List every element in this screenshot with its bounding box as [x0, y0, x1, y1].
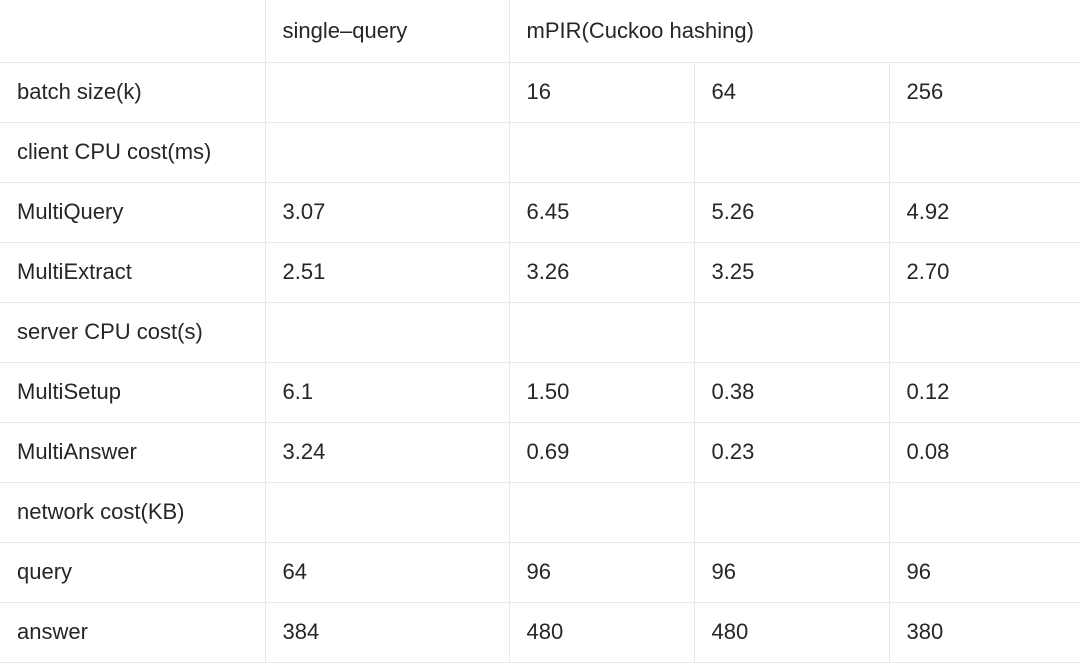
value-cell	[888, 121, 1080, 183]
value-cell: 4.92	[888, 181, 1080, 243]
value-cell	[888, 301, 1080, 363]
section-label-cell: client CPU cost(ms)	[0, 121, 266, 183]
value-cell: 1.50	[508, 361, 695, 423]
value-cell	[508, 301, 695, 363]
value-cell: 5.26	[693, 181, 890, 243]
mpir-header-cell: mPIR(Cuckoo hashing)	[508, 0, 1080, 63]
row-label-cell: MultiQuery	[0, 181, 266, 243]
value-cell: 480	[693, 601, 890, 663]
row-label-cell: answer	[0, 601, 266, 663]
value-cell: 3.25	[693, 241, 890, 303]
value-cell: 0.23	[693, 421, 890, 483]
corner-header-cell	[0, 0, 266, 63]
section-row-network-cost: network cost(KB)	[0, 481, 1080, 543]
table-row-batch-size: batch size(k) 16 64 256	[0, 61, 1080, 123]
value-cell: 6.1	[264, 361, 510, 423]
value-cell: 256	[888, 61, 1080, 123]
value-cell	[693, 301, 890, 363]
table-row-multiquery: MultiQuery 3.07 6.45 5.26 4.92	[0, 181, 1080, 243]
value-cell	[264, 481, 510, 543]
section-row-server-cpu: server CPU cost(s)	[0, 301, 1080, 363]
row-label-cell: MultiExtract	[0, 241, 266, 303]
table-row-multiextract: MultiExtract 2.51 3.26 3.25 2.70	[0, 241, 1080, 303]
value-cell: 96	[693, 541, 890, 603]
value-cell	[264, 121, 510, 183]
section-label-cell: network cost(KB)	[0, 481, 266, 543]
value-cell	[693, 121, 890, 183]
value-cell: 3.26	[508, 241, 695, 303]
table-row-query: query 64 96 96 96	[0, 541, 1080, 603]
value-cell: 6.45	[508, 181, 695, 243]
value-cell: 96	[508, 541, 695, 603]
value-cell: 384	[264, 601, 510, 663]
value-cell	[693, 481, 890, 543]
value-cell: 3.07	[264, 181, 510, 243]
value-cell: 64	[693, 61, 890, 123]
value-cell	[264, 61, 510, 123]
table-row-multianswer: MultiAnswer 3.24 0.69 0.23 0.08	[0, 421, 1080, 483]
header-row: single–query mPIR(Cuckoo hashing)	[0, 0, 1080, 63]
value-cell: 0.69	[508, 421, 695, 483]
single-query-header-cell: single–query	[264, 0, 510, 63]
row-label-cell: MultiSetup	[0, 361, 266, 423]
value-cell: 0.08	[888, 421, 1080, 483]
row-label-cell: batch size(k)	[0, 61, 266, 123]
value-cell: 2.51	[264, 241, 510, 303]
value-cell: 96	[888, 541, 1080, 603]
table-row-multisetup: MultiSetup 6.1 1.50 0.38 0.12	[0, 361, 1080, 423]
value-cell	[888, 481, 1080, 543]
table-row-answer: answer 384 480 480 380	[0, 601, 1080, 663]
row-label-cell: MultiAnswer	[0, 421, 266, 483]
value-cell: 0.38	[693, 361, 890, 423]
value-cell	[508, 481, 695, 543]
row-label-cell: query	[0, 541, 266, 603]
value-cell	[508, 121, 695, 183]
value-cell	[264, 301, 510, 363]
value-cell: 64	[264, 541, 510, 603]
value-cell: 480	[508, 601, 695, 663]
value-cell: 16	[508, 61, 695, 123]
value-cell: 0.12	[888, 361, 1080, 423]
value-cell: 2.70	[888, 241, 1080, 303]
section-label-cell: server CPU cost(s)	[0, 301, 266, 363]
value-cell: 3.24	[264, 421, 510, 483]
value-cell: 380	[888, 601, 1080, 663]
section-row-client-cpu: client CPU cost(ms)	[0, 121, 1080, 183]
